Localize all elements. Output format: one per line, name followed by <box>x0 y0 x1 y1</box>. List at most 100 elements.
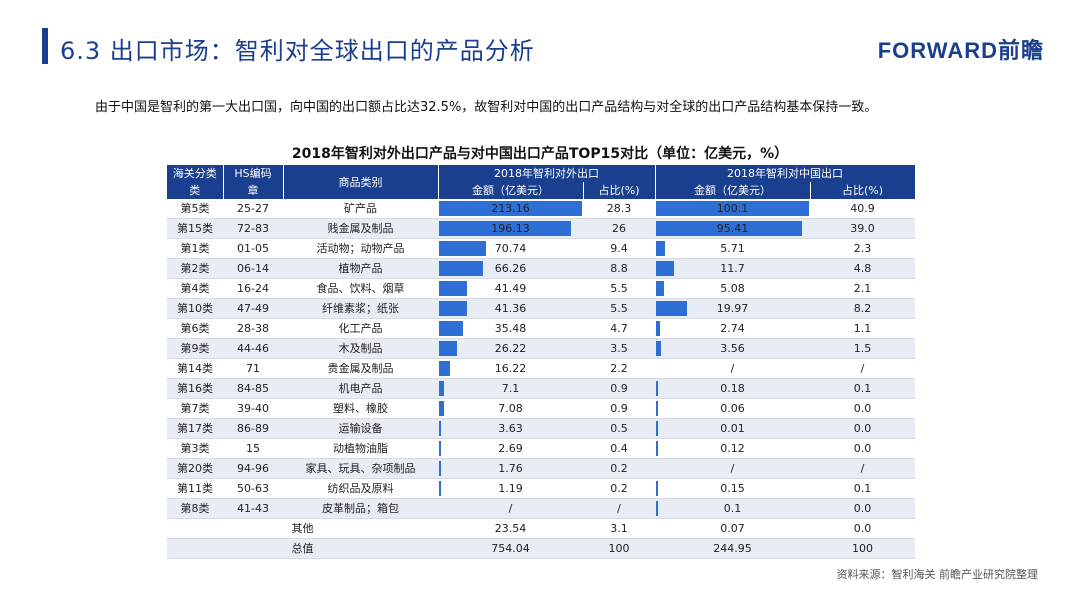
value-text: 2.74 <box>720 322 745 335</box>
value-text: 196.13 <box>491 222 530 235</box>
global-amount-cell: 7.08 <box>438 398 583 419</box>
product-cell: 动植物油脂 <box>283 438 438 459</box>
hs-code-cell: 16-24 <box>223 278 283 299</box>
china-share-cell: 0.0 <box>810 498 915 519</box>
value-text: 0.01 <box>720 422 745 435</box>
table-title: 2018年智利对外出口产品与对中国出口产品TOP15对比（单位：亿美元，%） <box>291 146 789 162</box>
china-share-cell: 0.0 <box>810 418 915 439</box>
value-text: / <box>508 502 513 515</box>
product-cell: 运输设备 <box>283 418 438 439</box>
china-share-cell: 0.0 <box>810 438 915 459</box>
china-amount-cell: 2.74 <box>655 318 810 339</box>
customs-category-cell: 第9类 <box>167 338 223 359</box>
value-bar <box>656 481 658 496</box>
value-bar <box>439 261 484 276</box>
china-amount-cell: 0.06 <box>655 398 810 419</box>
value-text: 35.48 <box>494 322 527 335</box>
value-bar <box>656 421 658 436</box>
china-amount-cell: 5.08 <box>655 278 810 299</box>
customs-category-cell: 第5类 <box>167 199 223 219</box>
hs-code-cell: 84-85 <box>223 378 283 399</box>
china-share-cell: 39.0 <box>810 218 915 239</box>
global-amount-cell: 70.74 <box>438 238 583 259</box>
hs-code-cell: 86-89 <box>223 418 283 439</box>
china-amount-cell: 244.95 <box>655 538 810 559</box>
hs-code-cell: 47-49 <box>223 298 283 319</box>
customs-category-cell: 第2类 <box>167 258 223 279</box>
table-row: 第20类 94-96 家具、玩具、杂项制品 1.76 0.2 / / <box>167 458 915 479</box>
product-cell: 纤维素浆；纸张 <box>283 298 438 319</box>
global-share-cell: 100 <box>583 538 655 559</box>
global-share-cell: / <box>583 498 655 519</box>
value-text: 0.12 <box>720 442 745 455</box>
value-text: 2.69 <box>498 442 523 455</box>
value-text: 100.1 <box>716 202 749 215</box>
value-bar <box>439 401 444 416</box>
global-amount-cell: 7.1 <box>438 378 583 399</box>
value-bar <box>439 341 457 356</box>
value-bar <box>439 361 450 376</box>
table-row: 第6类 28-38 化工产品 35.48 4.7 2.74 1.1 <box>167 318 915 339</box>
value-bar <box>439 201 582 216</box>
intro-text: 由于中国是智利的第一大出口国，向中国的出口额占比达32.5%，故智利对中国的出口… <box>95 100 878 115</box>
source-note: 资料来源：智利海关 前瞻产业研究院整理 <box>836 568 1039 581</box>
china-share-cell: / <box>810 358 915 379</box>
value-text: 213.16 <box>491 202 530 215</box>
hs-code-cell: 25-27 <box>223 199 283 219</box>
china-share-cell: 2.1 <box>810 278 915 299</box>
table-row: 第10类 47-49 纤维素浆；纸张 41.36 5.5 19.97 8.2 <box>167 298 915 319</box>
hs-code-cell: 94-96 <box>223 458 283 479</box>
global-amount-cell: 41.36 <box>438 298 583 319</box>
product-cell: 植物产品 <box>283 258 438 279</box>
customs-category-cell: 第17类 <box>167 418 223 439</box>
china-share-cell: 8.2 <box>810 298 915 319</box>
global-amount-cell: 1.19 <box>438 478 583 499</box>
table-row: 第4类 16-24 食品、饮料、烟草 41.49 5.5 5.08 2.1 <box>167 278 915 299</box>
table-row: 第8类 41-43 皮革制品；箱包 / / 0.1 0.0 <box>167 498 915 519</box>
product-cell: 皮革制品；箱包 <box>283 498 438 519</box>
header-share: 占比(%) <box>583 182 656 199</box>
global-share-cell: 3.5 <box>583 338 655 359</box>
header-china-export: 2018年智利对中国出口 <box>655 165 916 182</box>
table-row: 第11类 50-63 纺织品及原料 1.19 0.2 0.15 0.1 <box>167 478 915 499</box>
customs-category-cell: 第16类 <box>167 378 223 399</box>
table-row: 第2类 06-14 植物产品 66.26 8.8 11.7 4.8 <box>167 258 915 279</box>
product-cell: 木及制品 <box>283 338 438 359</box>
customs-category-cell: 第15类 <box>167 218 223 239</box>
value-text: 7.08 <box>498 402 523 415</box>
forward-logo: FORWARD前瞻 <box>877 38 1044 63</box>
china-share-cell: 2.3 <box>810 238 915 259</box>
customs-category-cell: 第8类 <box>167 498 223 519</box>
value-text: 1.76 <box>498 462 523 475</box>
hs-code-cell: 44-46 <box>223 338 283 359</box>
global-share-cell: 0.9 <box>583 378 655 399</box>
global-share-cell: 26 <box>583 218 655 239</box>
global-share-cell: 0.9 <box>583 398 655 419</box>
global-share-cell: 0.5 <box>583 418 655 439</box>
china-amount-cell: 5.71 <box>655 238 810 259</box>
value-bar <box>656 321 661 336</box>
china-share-cell: 100 <box>810 538 915 559</box>
value-bar <box>656 201 809 216</box>
hs-code-cell: 01-05 <box>223 238 283 259</box>
value-text: 0.15 <box>720 482 745 495</box>
header-share-china: 占比(%) <box>810 182 916 199</box>
product-cell: 塑料、橡胶 <box>283 398 438 419</box>
global-share-cell: 28.3 <box>583 199 655 219</box>
customs-category-cell: 第4类 <box>167 278 223 299</box>
value-bar <box>656 281 664 296</box>
global-amount-cell: 2.69 <box>438 438 583 459</box>
china-share-cell: 0.0 <box>810 518 915 539</box>
hs-code-cell: 41-43 <box>223 498 283 519</box>
global-share-cell: 0.2 <box>583 478 655 499</box>
table-row: 第9类 44-46 木及制品 26.22 3.5 3.56 1.5 <box>167 338 915 359</box>
header-global-export: 2018年智利对外出口 <box>438 165 656 182</box>
value-text: 11.7 <box>720 262 745 275</box>
product-cell: 贱金属及制品 <box>283 218 438 239</box>
china-share-cell: 4.8 <box>810 258 915 279</box>
value-bar <box>439 301 467 316</box>
table-row-total: 总值 754.04 100 244.95 100 <box>167 538 915 559</box>
header-amount: 金额（亿美元） <box>438 182 584 199</box>
product-cell: 食品、饮料、烟草 <box>283 278 438 299</box>
china-amount-cell: 95.41 <box>655 218 810 239</box>
